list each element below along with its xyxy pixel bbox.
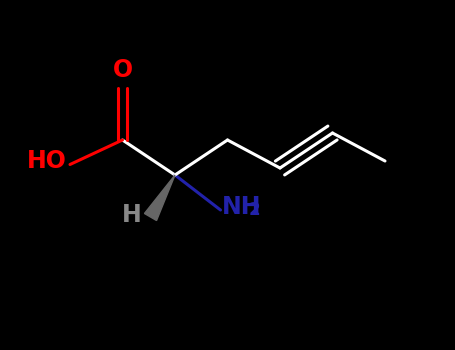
Text: O: O <box>112 58 132 82</box>
Text: H: H <box>122 203 142 227</box>
Polygon shape <box>144 175 175 220</box>
Text: 2: 2 <box>248 201 260 219</box>
Text: HO: HO <box>27 149 66 173</box>
Text: NH: NH <box>222 195 262 218</box>
